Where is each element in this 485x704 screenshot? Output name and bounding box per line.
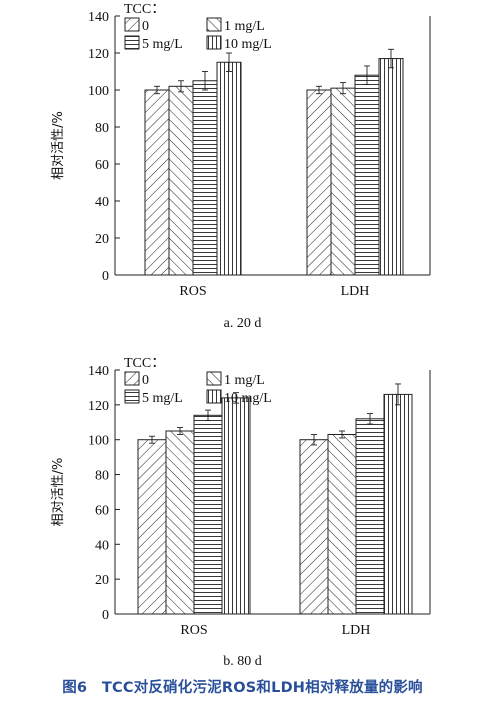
y-tick-label: 40	[95, 538, 109, 553]
legend-swatch-3	[206, 389, 222, 404]
x-tick-label-ros: ROS	[179, 284, 206, 299]
bar-ros-2	[192, 80, 218, 276]
y-tick-label: 140	[88, 364, 109, 379]
bar-ros-3	[216, 61, 242, 276]
bar-ros-1	[168, 85, 194, 276]
y-tick-label: 120	[88, 399, 109, 414]
chart-b: 0 20 40 60 80 100 120 140 相对活性/% ROS LDH TCC： 0 1 mg/…	[51, 356, 431, 638]
legend-label-1: 1 mg/L	[224, 373, 265, 388]
bar-ldh-0	[299, 439, 329, 615]
y-tick-label: 60	[95, 503, 109, 518]
legend-label-2: 5 mg/L	[142, 391, 183, 406]
bar-ros-0	[137, 439, 167, 615]
y-tick-label: 20	[95, 573, 109, 588]
figure-caption: 图6 TCC对反硝化污泥ROS和LDH相对释放量的影响	[62, 680, 423, 696]
bar-ros-3	[221, 397, 251, 615]
legend-title: TCC：	[124, 356, 165, 371]
y-tick-label: 80	[95, 469, 109, 484]
bar-ldh-1	[327, 433, 357, 615]
y-tick-label: 0	[102, 269, 109, 284]
legend-swatch-1	[206, 17, 222, 32]
y-tick-label: 100	[88, 434, 109, 449]
bar-ldh-2	[355, 418, 385, 615]
bar-ldh-0	[306, 89, 332, 276]
legend-label-0: 0	[142, 373, 149, 388]
y-tick-label: 60	[95, 158, 109, 173]
chart-a: 0 20 40 60 80 100 120 140 相对活性/% ROS LDH TCC： 0 1 mg/…	[51, 2, 431, 299]
x-tick-label-ldh: LDH	[341, 284, 370, 299]
legend-swatch-3	[206, 35, 222, 50]
bar-ros-2	[193, 414, 223, 615]
legend-swatch-2	[124, 389, 140, 404]
legend-label-2: 5 mg/L	[142, 37, 183, 52]
y-tick-label: 120	[88, 47, 109, 62]
x-tick-label-ldh: LDH	[342, 623, 371, 638]
bar-ldh-3	[378, 58, 404, 276]
y-tick-label: 140	[88, 10, 109, 25]
legend-swatch-0	[124, 17, 140, 32]
bar-ros-1	[165, 430, 195, 615]
y-tick-label: 40	[95, 195, 109, 210]
subtitle-a: a. 20 d	[223, 316, 262, 331]
x-tick-label-ros: ROS	[180, 623, 207, 638]
legend-title: TCC：	[124, 2, 165, 17]
y-tick-label: 0	[102, 608, 109, 623]
bar-ros-0	[144, 89, 170, 276]
legend-swatch-2	[124, 35, 140, 50]
y-tick-label: 80	[95, 121, 109, 136]
y-tick-label: 20	[95, 232, 109, 247]
bar-ldh-1	[330, 87, 356, 276]
y-axis-label: 相对活性/%	[51, 458, 66, 527]
bar-ldh-2	[354, 74, 380, 276]
y-tick-label: 100	[88, 84, 109, 99]
legend-label-1: 1 mg/L	[224, 19, 265, 34]
bar-ldh-3	[383, 393, 413, 615]
legend-label-3: 10 mg/L	[224, 37, 272, 52]
subtitle-b: b. 80 d	[223, 654, 262, 669]
legend-label-0: 0	[142, 19, 149, 34]
legend-swatch-1	[206, 371, 222, 386]
y-axis-label: 相对活性/%	[51, 111, 66, 180]
legend-label-3: 10 mg/L	[224, 391, 272, 406]
legend-swatch-0	[124, 371, 140, 386]
